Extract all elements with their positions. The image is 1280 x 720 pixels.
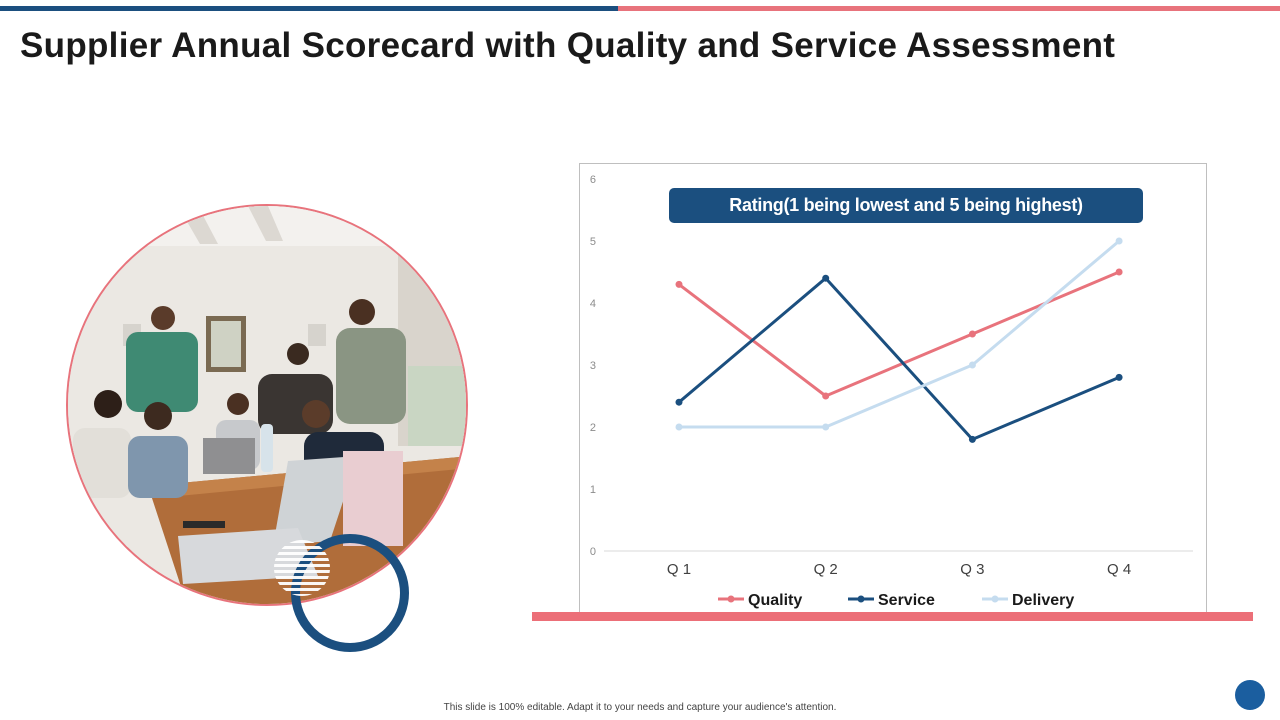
legend-label-delivery: Delivery [1012,592,1074,609]
top-accent-bar-blue [0,6,618,11]
y-tick-label: 1 [590,484,596,496]
corner-dot [1235,680,1265,710]
series-line-quality [678,270,1120,398]
data-point-delivery [675,423,683,431]
bottom-accent-bar [532,612,1253,621]
y-tick-label: 0 [590,546,596,558]
data-point-quality [968,330,976,338]
chart-frame: 0 1 2 3 4 5 6 Q 1 Q 2 Q 3 Q 4 Quality Service Deliv… [579,163,1207,613]
x-category-label: Q 2 [814,561,838,578]
series-line-delivery [679,239,1121,429]
page-title: Supplier Annual Scorecard with Quality a… [20,26,1116,65]
legend-marker-delivery [991,595,999,603]
team-photo [66,204,468,606]
chart-title-banner: Rating(1 being lowest and 5 being highes… [669,188,1143,223]
data-point-quality [822,392,830,400]
series-line-service [678,276,1120,441]
legend-label-service: Service [878,592,935,609]
y-tick-label: 5 [590,236,596,248]
y-tick-label: 6 [590,174,596,186]
data-point-delivery [1115,237,1123,245]
legend-marker-quality [727,595,735,603]
footer-note: This slide is 100% editable. Adapt it to… [443,702,837,713]
top-accent-bar-red [618,6,1280,11]
legend-label-quality: Quality [748,592,802,609]
data-point-service [1115,373,1123,381]
data-point-quality [1115,268,1123,276]
data-point-delivery [822,423,830,431]
x-category-label: Q 4 [1107,561,1131,578]
y-tick-label: 2 [590,422,596,434]
data-point-service [968,435,976,443]
decorative-striped-circle [274,540,330,596]
data-point-service [822,274,830,282]
data-point-service [675,398,683,406]
data-point-delivery [968,361,976,369]
rating-line-chart: 0 1 2 3 4 5 6 Q 1 Q 2 Q 3 Q 4 Quality Service Deliv… [590,174,1193,609]
data-point-quality [675,280,683,288]
y-tick-label: 4 [590,298,596,310]
x-category-label: Q 3 [960,561,984,578]
team-photo-illustration [68,206,466,604]
legend-marker-service [857,595,865,603]
x-category-label: Q 1 [667,561,691,578]
y-tick-label: 3 [590,360,596,372]
